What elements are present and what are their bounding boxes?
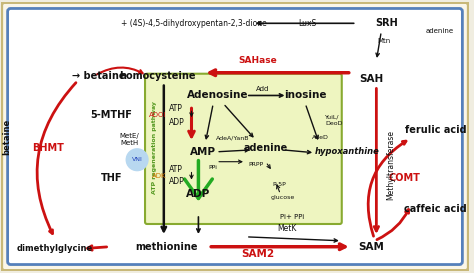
FancyArrowPatch shape xyxy=(37,83,76,233)
FancyBboxPatch shape xyxy=(145,74,342,224)
FancyArrowPatch shape xyxy=(210,70,349,76)
Text: MetK: MetK xyxy=(278,224,297,233)
FancyBboxPatch shape xyxy=(0,2,469,271)
FancyArrowPatch shape xyxy=(267,164,270,168)
Text: THF: THF xyxy=(100,173,122,183)
Text: → betaine: → betaine xyxy=(72,71,126,81)
Text: adenine: adenine xyxy=(244,143,288,153)
FancyArrowPatch shape xyxy=(190,111,193,116)
FancyArrowPatch shape xyxy=(184,161,212,198)
FancyArrowPatch shape xyxy=(88,246,107,250)
Text: 5-MTHF: 5-MTHF xyxy=(91,110,132,120)
Text: ferulic acid: ferulic acid xyxy=(405,125,466,135)
Text: methionine: methionine xyxy=(136,242,198,252)
Text: ATP regeneration pathway: ATP regeneration pathway xyxy=(153,101,157,194)
Text: Add: Add xyxy=(256,85,269,91)
Text: PPi: PPi xyxy=(209,165,218,170)
FancyArrowPatch shape xyxy=(205,106,213,139)
FancyArrowPatch shape xyxy=(376,34,381,57)
Text: SRH: SRH xyxy=(375,18,398,28)
FancyArrowPatch shape xyxy=(257,22,354,25)
FancyArrowPatch shape xyxy=(306,106,318,139)
Text: SAH: SAH xyxy=(359,74,383,84)
Text: R-5P: R-5P xyxy=(273,182,286,187)
Text: inosine: inosine xyxy=(284,90,327,100)
FancyArrowPatch shape xyxy=(162,85,166,231)
Text: COMT: COMT xyxy=(388,173,420,183)
FancyArrowPatch shape xyxy=(189,108,194,137)
Text: BHMT: BHMT xyxy=(32,143,64,153)
Text: SAHase: SAHase xyxy=(238,56,277,65)
FancyArrowPatch shape xyxy=(249,237,337,242)
Text: AdeD: AdeD xyxy=(312,135,329,141)
Text: PRPP: PRPP xyxy=(248,162,264,167)
Text: VNI: VNI xyxy=(132,157,143,162)
FancyArrowPatch shape xyxy=(225,105,253,137)
FancyArrowPatch shape xyxy=(374,88,379,231)
Text: + (4S)-4,5-dihydroxypentan-2,3-dione: + (4S)-4,5-dihydroxypentan-2,3-dione xyxy=(120,19,266,28)
FancyArrowPatch shape xyxy=(377,210,409,240)
FancyArrowPatch shape xyxy=(97,67,143,74)
Text: ADOI: ADOI xyxy=(149,112,167,118)
Text: AdeA/YanB: AdeA/YanB xyxy=(216,135,250,141)
Text: Pi+ PPi: Pi+ PPi xyxy=(280,214,304,220)
FancyArrowPatch shape xyxy=(285,150,311,154)
Text: LuxS: LuxS xyxy=(298,19,316,28)
FancyArrowPatch shape xyxy=(211,244,345,250)
Text: ADP: ADP xyxy=(169,177,184,186)
Text: MetE/
MetH: MetE/ MetH xyxy=(119,133,139,146)
FancyArrowPatch shape xyxy=(190,172,193,179)
Text: ADK: ADK xyxy=(152,173,167,179)
Text: glucose: glucose xyxy=(270,195,294,200)
Text: AMP: AMP xyxy=(191,147,216,157)
Text: SAM2: SAM2 xyxy=(241,249,274,259)
FancyArrowPatch shape xyxy=(219,160,242,163)
Text: YuiL/
DeoD: YuiL/ DeoD xyxy=(325,115,342,126)
FancyArrowPatch shape xyxy=(219,149,248,152)
Text: adenine: adenine xyxy=(426,28,454,34)
Circle shape xyxy=(126,149,148,171)
Text: ATP: ATP xyxy=(169,165,182,174)
FancyArrowPatch shape xyxy=(249,94,283,97)
Text: hypoxanthine: hypoxanthine xyxy=(315,147,380,156)
Text: Mtn: Mtn xyxy=(378,38,391,44)
FancyBboxPatch shape xyxy=(8,8,462,265)
Text: dimethylglycine: dimethylglycine xyxy=(17,244,93,253)
Text: betaine: betaine xyxy=(2,119,11,155)
FancyArrowPatch shape xyxy=(368,141,406,236)
FancyArrowPatch shape xyxy=(197,217,200,232)
FancyArrowPatch shape xyxy=(277,185,280,192)
Text: SAM: SAM xyxy=(358,242,384,252)
Text: homocysteine: homocysteine xyxy=(118,71,195,81)
Text: ADP: ADP xyxy=(169,118,184,127)
Text: Adenosine: Adenosine xyxy=(187,90,249,100)
Text: ADP: ADP xyxy=(186,189,210,199)
Text: caffeic acid: caffeic acid xyxy=(404,204,467,214)
Text: ATP: ATP xyxy=(169,104,182,113)
Text: Methyltransferase: Methyltransferase xyxy=(387,130,396,200)
